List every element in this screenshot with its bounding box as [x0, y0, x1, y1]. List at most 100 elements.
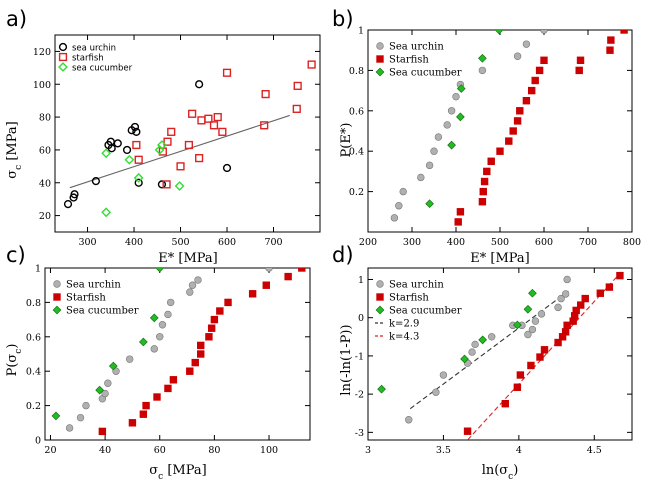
plot-frame — [54, 34, 321, 233]
plot-frame — [44, 267, 311, 441]
data-point — [261, 89, 270, 99]
legend-label: Sea cucumber — [389, 68, 462, 79]
data-point — [101, 148, 112, 159]
legend-marker — [376, 293, 384, 301]
data-point — [91, 177, 101, 186]
data-point — [194, 276, 202, 284]
data-point — [528, 288, 537, 298]
data-point — [51, 411, 61, 421]
data-point — [262, 281, 270, 289]
data-point — [454, 218, 462, 226]
data-point — [527, 86, 536, 95]
data-point — [70, 190, 79, 199]
data-point — [186, 367, 194, 375]
data-point — [186, 288, 194, 296]
legend-label: k=2.9 — [389, 319, 419, 330]
data-point — [139, 337, 148, 347]
data-point — [156, 333, 164, 341]
data-point — [456, 84, 466, 93]
data-point — [596, 289, 605, 297]
data-point — [133, 172, 144, 183]
data-point — [210, 315, 219, 324]
x-tick-label: 40 — [99, 445, 111, 456]
series-sea-cucumber — [101, 140, 185, 218]
data-point — [463, 427, 472, 435]
data-point — [157, 180, 167, 189]
data-point — [439, 371, 448, 379]
data-point — [494, 30, 504, 35]
data-point — [207, 324, 216, 332]
data-point — [527, 361, 535, 370]
data-point — [483, 167, 491, 176]
legend-label: Sea urchin — [66, 280, 121, 291]
series-sea-urchin — [65, 268, 273, 432]
data-point — [606, 46, 614, 54]
series-sea-urchin — [390, 30, 548, 222]
data-point — [209, 121, 219, 130]
data-point — [260, 121, 269, 130]
y-tick-label: 1 — [358, 275, 364, 286]
data-point — [222, 163, 232, 173]
data-point — [188, 281, 197, 289]
legend-marker — [376, 42, 384, 50]
data-point — [293, 81, 302, 90]
legend-label: Sea cucumber — [66, 306, 139, 317]
data-point — [479, 187, 487, 196]
data-point — [125, 355, 134, 363]
series-sea-cucumber — [377, 288, 537, 394]
x-tick-label: 300 — [403, 237, 421, 248]
data-point — [307, 60, 316, 69]
x-tick-label: 400 — [125, 237, 143, 248]
x-tick-label: 200 — [359, 237, 377, 248]
legend-marker — [52, 305, 62, 315]
data-point — [487, 157, 495, 165]
data-point — [575, 66, 583, 75]
data-point — [540, 346, 549, 354]
data-point — [478, 335, 487, 345]
x-tick-label: 100 — [260, 445, 278, 456]
legend-marker — [376, 55, 384, 63]
data-point — [265, 268, 273, 272]
data-point — [298, 268, 306, 272]
data-point — [516, 371, 525, 379]
y-tick-label: 0.4 — [349, 147, 364, 158]
legend-label: sea urchin — [72, 44, 116, 54]
data-point — [174, 181, 185, 191]
data-point — [425, 199, 434, 209]
plot-area — [377, 271, 624, 440]
y-tick-label: 120 — [33, 47, 51, 58]
data-point — [516, 107, 524, 115]
data-point — [523, 304, 533, 314]
data-point — [158, 321, 167, 329]
data-point — [188, 109, 197, 118]
x-tick-label: 20 — [44, 445, 56, 456]
data-point — [501, 399, 509, 408]
data-point — [395, 202, 403, 210]
data-point — [535, 66, 544, 75]
y-tick-label: 1 — [358, 26, 364, 37]
series-sea-cucumber — [51, 268, 165, 421]
y-tick-label: 0.2 — [26, 401, 41, 412]
legend-label: Sea cucumber — [389, 306, 462, 317]
data-point — [149, 313, 159, 323]
data-point — [417, 173, 425, 182]
data-point — [513, 320, 522, 330]
data-point — [405, 416, 413, 424]
data-point — [390, 214, 399, 222]
y-tick-label: 0.8 — [349, 66, 364, 77]
legend: Sea urchin Starfish Sea cucumber k=2.9 k=4.3 — [375, 280, 462, 343]
data-point — [162, 180, 171, 189]
data-point — [452, 92, 460, 101]
y-tick-label: -2 — [355, 390, 364, 401]
data-point — [577, 301, 585, 309]
data-point — [107, 144, 116, 153]
data-point — [581, 294, 589, 303]
data-point — [522, 40, 531, 48]
data-point — [197, 341, 205, 350]
data-point — [122, 145, 132, 155]
data-point — [132, 127, 141, 136]
data-point — [130, 122, 140, 132]
series-starfish — [98, 268, 306, 436]
panel-letter: a) — [6, 7, 27, 31]
data-point — [616, 271, 624, 280]
